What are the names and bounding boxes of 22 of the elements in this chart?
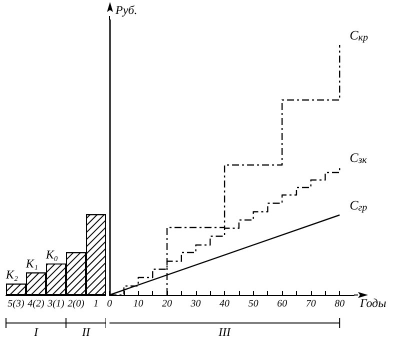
x-tick-label: 4(2) — [28, 298, 45, 310]
x-tick-label: 70 — [306, 298, 316, 310]
y-axis-title: Руб. — [114, 3, 138, 17]
x-tick-label: 0 — [107, 298, 112, 310]
x-tick-label: 50 — [248, 298, 258, 310]
annotation: K₂ — [4, 268, 18, 282]
x-tick-label: 60 — [277, 298, 288, 310]
x-tick-label: 80 — [334, 298, 345, 310]
x-tick-label: 20 — [162, 298, 172, 310]
x-tick-label: 3(1) — [46, 298, 65, 310]
x-axis-title: Годы — [359, 296, 386, 310]
annotation: K₀ — [44, 247, 58, 262]
x-tick-label: 30 — [190, 298, 201, 310]
text: I — [33, 325, 39, 339]
text: III — [218, 325, 232, 339]
text: II — [81, 325, 91, 339]
x-tick-label: 10 — [133, 298, 144, 310]
x-tick-label: 2(0) — [68, 298, 85, 310]
x-tick-label: 40 — [220, 298, 230, 310]
x-tick-label: 5(3) — [8, 298, 25, 310]
annotation: K₁ — [24, 256, 38, 270]
x-tick-label: 1 — [94, 298, 98, 310]
